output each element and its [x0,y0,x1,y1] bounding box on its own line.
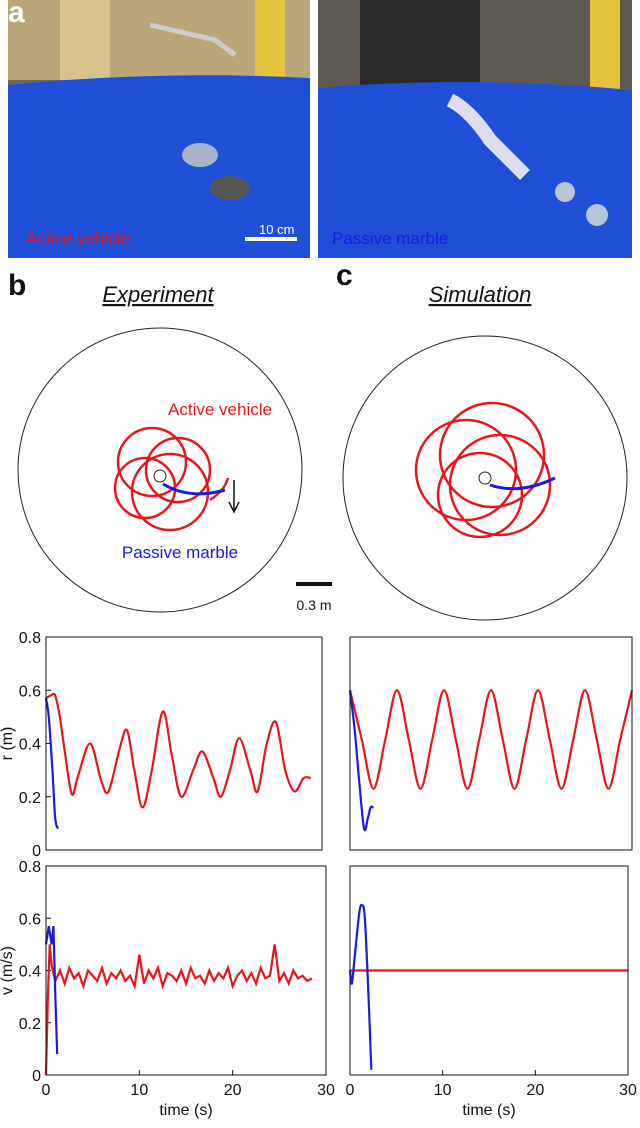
y-tick-label: 0 [32,1068,41,1085]
scale-bar [296,582,332,586]
x-tick-label: 0 [42,1082,51,1099]
x-axis-label: time (s) [462,1102,515,1119]
y-tick-label: 0 [32,843,41,860]
x-tick-label: 0 [346,1082,355,1099]
data-line [44,698,60,830]
y-tick-label: 0.6 [19,911,41,928]
y-tick-label: 0.4 [19,737,41,754]
photo-label: Passive marble [332,229,448,248]
x-axis-label: time (s) [159,1102,212,1119]
trajectory-experiment [17,327,303,613]
y-axis-label: v (m/s) [0,946,16,995]
plot-frame [349,865,629,1076]
y-tick-label: 0.2 [19,790,41,807]
data-line [348,689,634,790]
x-tick-label: 20 [526,1082,544,1099]
x-tick-label: 20 [224,1082,242,1099]
data-line [45,692,312,809]
panel-title: Experiment [102,282,214,307]
x-tick-label: 10 [130,1082,148,1099]
y-axis-label: r (m) [0,727,16,761]
y-tick-label: 0.8 [19,630,41,647]
y-tick-label: 0.8 [19,859,41,876]
data-line [44,944,313,1076]
scale-label: 10 cm [259,222,294,237]
plot-frame [45,636,323,851]
photo-label: Active vehicle [26,229,130,248]
photo-left [8,0,310,258]
panel-label: a [8,0,25,29]
x-tick-label: 10 [434,1082,452,1099]
y-tick-label: 0.4 [19,964,41,981]
annotation: Passive marble [122,543,238,562]
data-line [348,690,374,832]
y-tick-label: 0.2 [19,1016,41,1033]
annotation: Active vehicle [168,400,272,419]
panel-label: b [8,269,26,302]
plot-frame [45,865,327,1076]
x-tick-label: 30 [619,1082,637,1099]
scale-label: 0.3 m [296,597,331,613]
trajectory-simulation [342,335,628,621]
data-line [348,903,373,1070]
y-tick-label: 0.6 [19,683,41,700]
x-tick-label: 30 [317,1082,335,1099]
panel-title: Simulation [429,282,532,307]
photo-right [318,0,632,258]
panel-label: c [336,259,353,292]
plot-frame [349,636,633,851]
data-line [44,925,59,1055]
